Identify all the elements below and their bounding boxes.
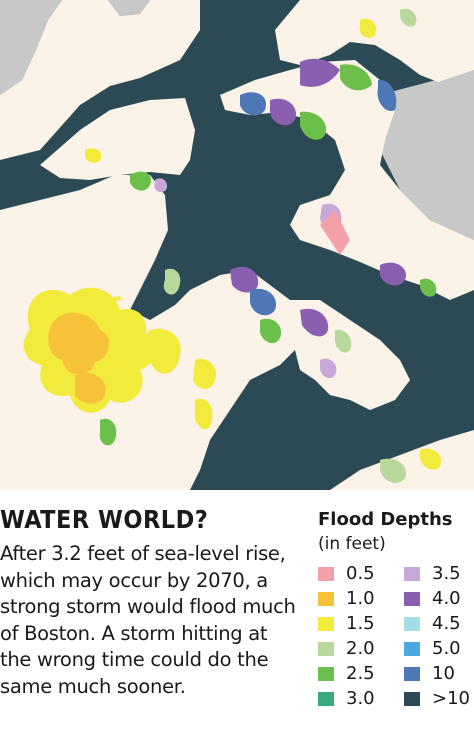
legend-label: 2.0 (346, 638, 375, 659)
legend-item: 4.0 (404, 586, 474, 611)
legend-label: 3.5 (432, 563, 461, 584)
legend-item: 2.5 (318, 661, 404, 686)
legend-swatch (404, 641, 420, 656)
legend-item: 10 (404, 661, 474, 686)
flood-area (240, 92, 266, 116)
flood-area (260, 318, 282, 344)
flood-area (380, 458, 406, 484)
legend-label: 1.0 (346, 588, 375, 609)
flood-area (154, 178, 168, 193)
legend-label: 5.0 (432, 638, 461, 659)
legend-label: 3.0 (346, 688, 375, 709)
legend-item: 4.5 (404, 611, 474, 636)
flood-area (420, 278, 437, 297)
flood-area (250, 288, 276, 316)
flood-area (75, 372, 106, 404)
flood-area (85, 148, 102, 163)
legend-swatch (318, 591, 334, 606)
legend-label: 10 (432, 663, 455, 684)
legend-label: 4.0 (432, 588, 461, 609)
legend-swatch (404, 666, 420, 681)
legend-swatch (318, 666, 334, 681)
legend-item: 3.5 (404, 561, 474, 586)
legend-swatch (318, 641, 334, 656)
flood-area (335, 329, 352, 353)
headline: WATER WORLD? (0, 505, 209, 534)
land (0, 0, 200, 160)
flood-area (380, 262, 406, 286)
flood-area (230, 266, 259, 293)
legend-swatch (318, 616, 334, 631)
flood-area (48, 312, 110, 375)
legend-item: 1.5 (318, 611, 404, 636)
legend-item: 2.0 (318, 636, 404, 661)
legend: Flood Depths (in feet) 0.5 1.0 1.5 2.0 2… (318, 508, 474, 711)
flood-area (195, 398, 213, 430)
flood-area (420, 448, 442, 470)
flood-area (163, 268, 181, 295)
legend-swatch (404, 566, 420, 581)
flood-area (377, 79, 397, 111)
legend-item: 3.0 (318, 686, 404, 711)
legend-label: 2.5 (346, 663, 375, 684)
flood-area (300, 58, 340, 87)
flood-area (270, 98, 296, 126)
flood-area (99, 418, 117, 446)
flood-area (320, 358, 337, 379)
flood-area (96, 296, 122, 304)
flood-area (142, 328, 181, 374)
legend-swatch (318, 691, 334, 706)
other-land (108, 0, 150, 16)
legend-title: Flood Depths (318, 509, 453, 530)
legend-item: 0.5 (318, 561, 404, 586)
flood-area (400, 8, 417, 27)
flood-area (130, 171, 151, 191)
legend-swatch (404, 691, 420, 706)
legend-swatch (318, 566, 334, 581)
flood-area (320, 210, 350, 255)
flood-area (300, 111, 326, 140)
flood-area (193, 358, 216, 389)
legend-label: >10 (432, 688, 470, 709)
land (330, 430, 474, 490)
flood-map (0, 0, 474, 490)
legend-item: >10 (404, 686, 474, 711)
caption: WATER WORLD? After 3.2 feet of sea-level… (0, 505, 300, 700)
legend-grid: 0.5 1.0 1.5 2.0 2.5 3.0 3.5 4.0 4.5 5.0 … (318, 561, 474, 711)
legend-label: 0.5 (346, 563, 375, 584)
land (275, 0, 474, 82)
flood-area (359, 18, 377, 38)
flood-area (340, 64, 372, 91)
legend-item: 1.0 (318, 586, 404, 611)
legend-swatch (404, 616, 420, 631)
caption-body: After 3.2 feet of sea-level rise, which … (0, 542, 296, 698)
legend-item: 5.0 (404, 636, 474, 661)
flood-area (300, 308, 329, 337)
land (220, 60, 474, 300)
legend-label: 4.5 (432, 613, 461, 634)
land (40, 98, 195, 180)
legend-swatch (404, 591, 420, 606)
legend-label: 1.5 (346, 613, 375, 634)
legend-subtitle: (in feet) (318, 534, 386, 554)
